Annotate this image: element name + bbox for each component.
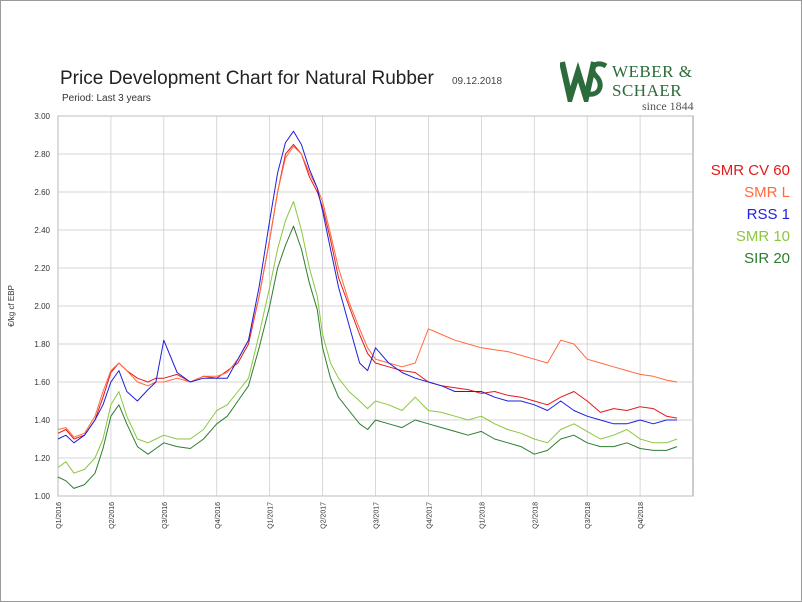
y-tick-label: 3.00 (34, 112, 50, 121)
y-tick-label: 1.80 (34, 340, 50, 349)
chart-legend: SMR CV 60 SMR L RSS 1 SMR 10 SIR 20 (680, 160, 790, 270)
x-tick-label: Q3/2016 (162, 502, 169, 529)
x-tick-label: Q2/2017 (321, 502, 328, 529)
y-axis-label: €/kg cf EBP (7, 285, 16, 327)
series-line-sir-20 (57, 225, 678, 489)
series-line-smr-10 (57, 201, 678, 474)
y-tick-label: 1.40 (34, 416, 50, 425)
legend-item-sir-20: SIR 20 (744, 250, 790, 267)
y-tick-label: 2.80 (34, 150, 50, 159)
x-tick-label: Q1/2016 (56, 502, 63, 529)
ws-logo-mark (559, 61, 608, 110)
y-tick-label: 1.60 (34, 378, 50, 387)
y-tick-label: 1.00 (34, 492, 50, 501)
series-line-rss-1 (57, 130, 678, 444)
weber-schaer-logo: WEBER & SCHAER since 1844 (559, 58, 700, 114)
chart-date: 09.12.2018 (452, 76, 503, 87)
x-tick-label: Q3/2018 (585, 502, 592, 529)
x-tick-label: Q3/2017 (374, 502, 381, 529)
legend-item-smr-l: SMR L (744, 184, 790, 201)
y-tick-label: 2.20 (34, 264, 50, 273)
x-tick-label: Q4/2017 (426, 502, 433, 529)
y-tick-label: 1.20 (34, 454, 50, 463)
series-line-smr-l (57, 145, 678, 438)
chart-title: Price Development Chart for Natural Rubb… (60, 68, 434, 89)
x-tick-label: Q2/2016 (109, 502, 116, 529)
legend-item-rss-1: RSS 1 (746, 206, 790, 223)
logo-line-1: WEBER & (612, 62, 693, 81)
legend-item-smr-10: SMR 10 (735, 228, 790, 245)
legend-item-smr-cv-60: SMR CV 60 (710, 162, 790, 179)
x-tick-label: Q2/2018 (532, 502, 539, 529)
series-line-smr-cv-60 (57, 144, 678, 440)
chart-subtitle: Period: Last 3 years (62, 93, 151, 104)
logo-line-2: SCHAER (612, 81, 683, 100)
y-tick-label: 2.00 (34, 302, 50, 311)
logo-line-3: since 1844 (642, 99, 694, 113)
y-tick-label: 2.40 (34, 226, 50, 235)
x-tick-label: Q1/2017 (268, 502, 275, 529)
x-tick-label: Q1/2018 (479, 502, 486, 529)
x-tick-label: Q4/2016 (215, 502, 222, 529)
x-tick-label: Q4/2018 (638, 502, 645, 529)
y-tick-label: 2.60 (34, 188, 50, 197)
